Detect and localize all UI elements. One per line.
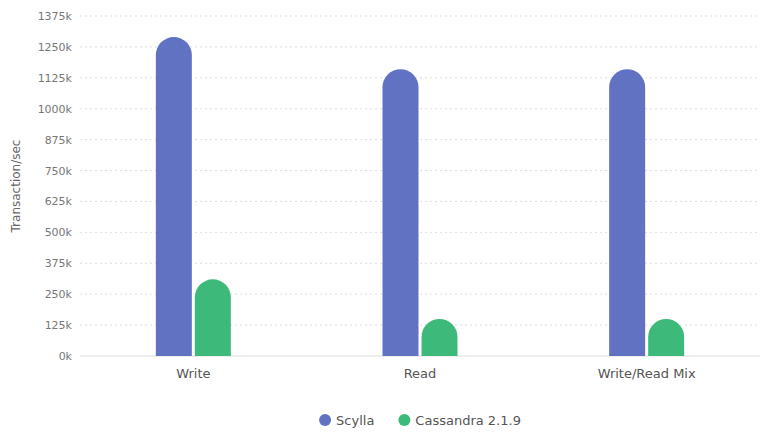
y-tick-label: 1000k bbox=[38, 103, 73, 116]
bar bbox=[648, 319, 684, 356]
y-tick-label: 625k bbox=[45, 195, 73, 208]
legend-label: Scylla bbox=[336, 413, 374, 428]
legend-item: Scylla bbox=[319, 413, 374, 428]
y-tick-label: 500k bbox=[45, 226, 73, 239]
bar bbox=[156, 37, 192, 356]
legend-item: Cassandra 2.1.9 bbox=[398, 413, 521, 428]
bar bbox=[609, 69, 645, 356]
legend-marker bbox=[398, 414, 410, 426]
y-tick-label: 1250k bbox=[38, 41, 73, 54]
grid bbox=[80, 16, 760, 356]
y-tick-label: 1375k bbox=[38, 10, 73, 23]
grid-line bbox=[80, 16, 760, 17]
bar bbox=[195, 279, 231, 356]
legend-label: Cassandra 2.1.9 bbox=[415, 413, 521, 428]
bar bbox=[422, 319, 458, 356]
legend-marker bbox=[319, 414, 331, 426]
y-tick-label: 750k bbox=[45, 165, 73, 178]
x-tick-label: Write/Read Mix bbox=[598, 366, 696, 381]
y-tick-label: 1125k bbox=[38, 72, 73, 85]
chart: 0k 125k 250k 375k 500k 625k 750k 875k 1000k 1125k… bbox=[0, 0, 780, 442]
x-axis: Write Read Write/Read Mix bbox=[176, 366, 696, 381]
x-tick-label: Write bbox=[176, 366, 210, 381]
y-axis-label: Transaction/sec bbox=[9, 140, 23, 234]
bars bbox=[156, 37, 684, 356]
y-tick-label: 875k bbox=[45, 134, 73, 147]
y-tick-label: 125k bbox=[45, 319, 73, 332]
y-tick-label: 0k bbox=[59, 350, 73, 363]
bar bbox=[383, 69, 419, 356]
y-tick-label: 375k bbox=[45, 257, 73, 270]
y-axis: 0k 125k 250k 375k 500k 625k 750k 875k 1000k 1125k… bbox=[38, 10, 73, 363]
y-tick-label: 250k bbox=[45, 288, 73, 301]
x-tick-label: Read bbox=[404, 366, 437, 381]
legend: Scylla Cassandra 2.1.9 bbox=[319, 413, 521, 428]
